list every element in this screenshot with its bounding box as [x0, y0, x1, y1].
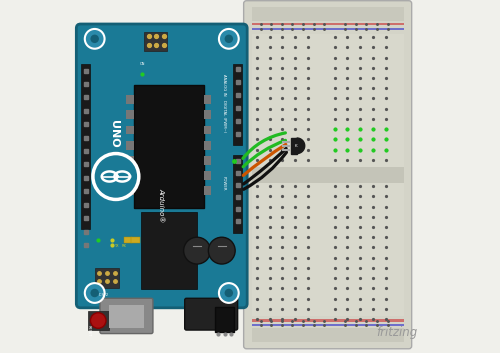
Bar	[126, 126, 134, 134]
Bar	[144, 32, 167, 51]
Bar	[131, 237, 140, 243]
Bar	[252, 324, 404, 326]
Text: Arduino®: Arduino®	[159, 187, 165, 222]
Text: K: K	[295, 144, 298, 148]
Bar	[252, 328, 404, 342]
Bar	[204, 186, 211, 195]
FancyBboxPatch shape	[76, 24, 247, 308]
Bar	[252, 28, 404, 30]
FancyBboxPatch shape	[244, 1, 412, 349]
Bar	[252, 167, 404, 183]
Circle shape	[219, 29, 238, 49]
Text: ICSP2: ICSP2	[98, 293, 108, 297]
Text: RX: RX	[121, 244, 126, 248]
Bar	[204, 141, 211, 150]
Circle shape	[90, 35, 99, 43]
Circle shape	[85, 283, 104, 303]
Text: DIGITAL (PWM~): DIGITAL (PWM~)	[222, 100, 226, 133]
Bar	[126, 156, 134, 165]
Bar	[94, 268, 120, 288]
Bar	[126, 141, 134, 150]
Bar	[88, 311, 109, 330]
Bar	[126, 95, 134, 104]
Circle shape	[219, 283, 238, 303]
Bar	[252, 319, 404, 322]
Circle shape	[224, 35, 233, 43]
Circle shape	[90, 313, 106, 328]
Text: ON: ON	[140, 62, 145, 66]
Text: TX: TX	[114, 244, 118, 248]
Bar	[204, 95, 211, 104]
Bar	[252, 183, 404, 316]
Bar	[140, 212, 197, 289]
Text: UNO: UNO	[109, 120, 119, 148]
Bar	[233, 64, 242, 145]
Text: RESET: RESET	[86, 325, 90, 336]
Bar	[252, 7, 404, 21]
Bar	[134, 85, 204, 208]
Bar	[204, 126, 211, 134]
Bar	[214, 307, 234, 332]
Circle shape	[184, 237, 210, 264]
Bar	[124, 237, 132, 243]
Text: POWER: POWER	[222, 176, 226, 191]
Bar	[252, 34, 404, 167]
Text: ANALOG IN: ANALOG IN	[222, 74, 226, 96]
Circle shape	[208, 237, 235, 264]
Circle shape	[224, 289, 233, 297]
Bar	[252, 23, 404, 25]
Bar	[109, 305, 144, 328]
Bar	[204, 171, 211, 180]
Bar	[126, 171, 134, 180]
Bar	[80, 64, 90, 229]
Bar	[126, 186, 134, 195]
FancyBboxPatch shape	[184, 298, 238, 330]
Bar	[126, 110, 134, 119]
Bar	[233, 155, 242, 233]
Text: fritzing: fritzing	[376, 326, 418, 339]
FancyBboxPatch shape	[100, 298, 153, 334]
Bar	[204, 110, 211, 119]
Bar	[204, 156, 211, 165]
Polygon shape	[290, 138, 297, 154]
Polygon shape	[297, 138, 304, 154]
Circle shape	[85, 29, 104, 49]
Circle shape	[90, 289, 99, 297]
Circle shape	[93, 154, 139, 199]
